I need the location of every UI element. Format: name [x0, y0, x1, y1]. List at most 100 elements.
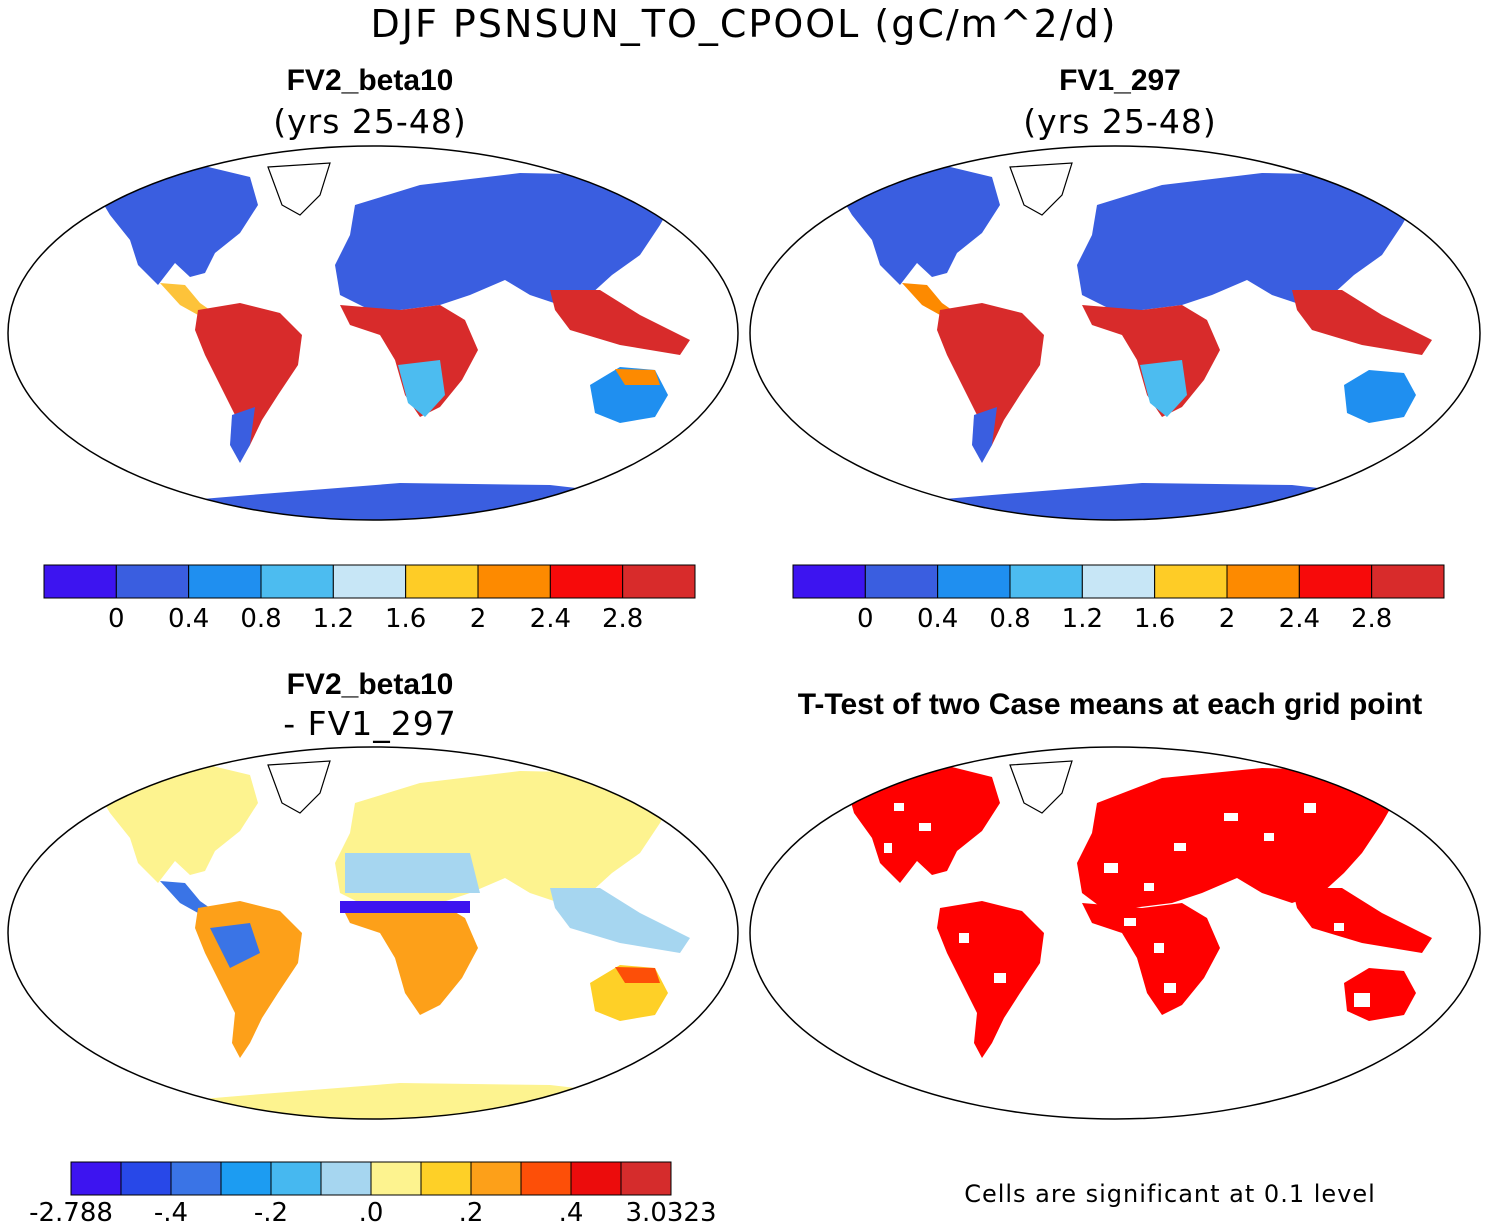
- greenland: [1009, 760, 1073, 814]
- se-asia: [1292, 888, 1432, 953]
- eurasia: [335, 173, 680, 310]
- colorbar-tick-label: 1.2: [1061, 604, 1104, 634]
- south-america: [195, 303, 302, 460]
- australia: [1344, 968, 1416, 1021]
- colorbar-box: [937, 564, 1011, 599]
- colorbar-tick-label: 0.4: [916, 604, 959, 634]
- colorbar-case1-labels: 0 0.4 0.8 1.2 1.6 2 2.4 2.8: [43, 604, 696, 636]
- colorbar-box: [120, 1161, 172, 1196]
- colorbar-case2-labels: 0 0.4 0.8 1.2 1.6 2 2.4 2.8: [792, 604, 1445, 636]
- greenland: [1009, 162, 1073, 216]
- se-asia: [550, 888, 690, 953]
- panel-case1-title: FV2_beta10: [286, 64, 454, 97]
- figure-title: DJF PSNSUN_TO_CPOOL (gC/m^2/d): [370, 2, 1118, 46]
- colorbar-diff: [70, 1161, 672, 1196]
- colorbar-box: [320, 1161, 372, 1196]
- south-america-south: [230, 407, 255, 463]
- colorbar-tick-label: 2: [1218, 604, 1236, 634]
- australia-north: [615, 967, 660, 983]
- greenland: [267, 162, 331, 216]
- colorbar-box: [260, 564, 334, 599]
- se-asia: [550, 290, 690, 355]
- colorbar-tick-label: 3.0323: [625, 1198, 717, 1228]
- map-case1: [7, 145, 739, 521]
- africa-south: [1140, 360, 1187, 417]
- colorbar-box: [1154, 564, 1228, 599]
- panel-diff-title: FV2_beta10: [286, 668, 454, 701]
- colorbar-box: [270, 1161, 322, 1196]
- colorbar-tick-label: 2.4: [529, 604, 572, 634]
- colorbar-box: [43, 564, 117, 599]
- colorbar-tick-label: -2.788: [29, 1198, 113, 1228]
- colorbar-case2: [792, 564, 1445, 599]
- colorbar-tick-label: 0.4: [167, 604, 210, 634]
- africa-south: [398, 360, 445, 417]
- colorbar-box: [420, 1161, 472, 1196]
- land-layer: [95, 162, 705, 520]
- colorbar-boxes: [43, 564, 696, 599]
- north-africa-band: [345, 853, 480, 893]
- colorbar-box: [549, 564, 624, 599]
- colorbar-diff-labels: -2.788 -.4 -.2 .0 .2 .4 3.0323: [0, 1198, 744, 1228]
- colorbar-tick-label: 0: [857, 604, 874, 634]
- colorbar-tick-label: -.2: [253, 1198, 289, 1228]
- africa-sahel: [340, 901, 470, 913]
- greenland: [267, 760, 331, 814]
- colorbar-box: [220, 1161, 272, 1196]
- colorbar-box: [1081, 564, 1156, 599]
- colorbar-box: [332, 564, 407, 599]
- colorbar-box: [520, 1161, 572, 1196]
- africa: [340, 903, 478, 1015]
- map-diff: [7, 746, 739, 1120]
- australia-north: [615, 369, 660, 385]
- colorbar-box: [170, 1161, 222, 1196]
- colorbar-tick-label: 1.2: [312, 604, 355, 634]
- colorbar-tick-label: 0.8: [989, 604, 1031, 634]
- colorbar-box: [570, 1161, 622, 1196]
- colorbar-box: [1009, 564, 1083, 599]
- colorbar-boxes: [70, 1161, 672, 1196]
- colorbar-tick-label: 2: [469, 604, 487, 634]
- colorbar-tick-label: .4: [558, 1198, 584, 1228]
- panel-diff-subtitle: - FV1_297: [283, 704, 457, 743]
- colorbar-tick-label: 0: [108, 604, 125, 634]
- colorbar-box: [864, 564, 939, 599]
- map-case2: [749, 145, 1481, 521]
- colorbar-tick-label: 0.8: [240, 604, 282, 634]
- land-layer: [847, 760, 1432, 1058]
- colorbar-tick-label: 1.6: [1133, 604, 1176, 634]
- colorbar-box: [115, 564, 190, 599]
- central-america: [160, 881, 210, 913]
- colorbar-box: [1371, 564, 1445, 599]
- colorbar-tick-label: .2: [458, 1198, 484, 1228]
- north-america: [95, 165, 258, 285]
- colorbar-box: [70, 1161, 122, 1196]
- significance-note: Cells are significant at 0.1 level: [964, 1180, 1376, 1208]
- colorbar-box: [1226, 564, 1300, 599]
- africa: [1082, 903, 1220, 1015]
- colorbar-tick-label: 2.4: [1278, 604, 1321, 634]
- colorbar-tick-label: 2.8: [601, 604, 644, 634]
- south-america: [937, 303, 1044, 460]
- colorbar-boxes: [792, 564, 1445, 599]
- colorbar-box: [1298, 564, 1373, 599]
- panel-case2-subtitle: (yrs 25-48): [1023, 102, 1217, 141]
- se-asia: [1292, 290, 1432, 355]
- colorbar-tick-label: .0: [358, 1198, 384, 1228]
- insignificant-cells: [884, 803, 1370, 1007]
- australia: [1344, 370, 1416, 423]
- eurasia: [1077, 768, 1402, 908]
- panel-case2-title: FV1_297: [1059, 64, 1181, 97]
- eurasia: [1077, 173, 1422, 310]
- colorbar-box: [620, 1161, 672, 1196]
- central-america: [160, 283, 210, 315]
- colorbar-box: [470, 1161, 522, 1196]
- colorbar-box: [792, 564, 866, 599]
- colorbar-box: [405, 564, 479, 599]
- colorbar-box: [622, 564, 696, 599]
- central-america: [902, 283, 952, 315]
- colorbar-tick-label: 2.8: [1350, 604, 1393, 634]
- north-america: [95, 763, 258, 883]
- colorbar-tick-label: 1.6: [384, 604, 427, 634]
- panel-ttest-title: T-Test of two Case means at each grid po…: [797, 688, 1423, 721]
